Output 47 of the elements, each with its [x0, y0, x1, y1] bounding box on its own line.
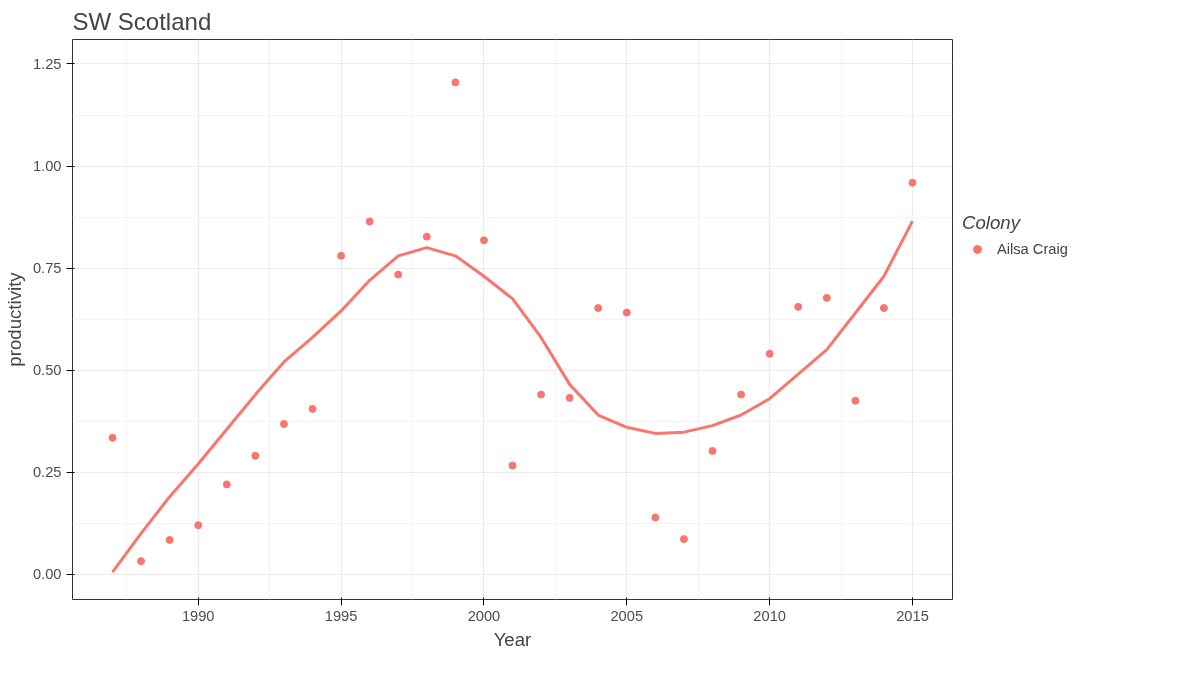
point — [794, 302, 803, 311]
point — [565, 393, 574, 402]
point — [537, 390, 546, 399]
point — [194, 521, 203, 530]
chart-title: SW Scotland — [72, 7, 212, 35]
point — [222, 480, 231, 489]
y-tick-label: 0.25 — [32, 464, 62, 481]
y-tick-label: 0.75 — [32, 260, 62, 277]
point — [451, 78, 460, 87]
legend-label: Ailsa Craig — [997, 241, 1068, 257]
point — [879, 304, 888, 313]
point — [108, 433, 117, 442]
line-series — [111, 219, 914, 574]
point — [508, 461, 517, 470]
point — [337, 251, 346, 260]
point — [479, 236, 488, 245]
x-axis-title: Year — [493, 628, 532, 650]
point — [422, 232, 431, 241]
x-tick-label: 2010 — [753, 607, 786, 624]
point — [394, 270, 403, 279]
x-tick-label: 2000 — [467, 607, 501, 624]
point — [651, 513, 660, 522]
x-tick-label: 2015 — [896, 607, 929, 624]
point — [251, 451, 260, 460]
point — [851, 396, 860, 405]
point — [737, 390, 746, 399]
point — [365, 217, 374, 226]
point — [279, 420, 288, 428]
point — [137, 557, 146, 566]
point — [822, 293, 831, 302]
y-tick-label: 1.00 — [32, 158, 62, 175]
y-tick-label: 0.00 — [32, 566, 62, 583]
y-tick-label: 0.50 — [32, 362, 62, 379]
x-tick-label: 1995 — [324, 607, 358, 624]
y-axis-title: productivity — [3, 271, 25, 367]
legend-title: Colony — [962, 212, 1022, 234]
x-tick-label: 2005 — [610, 607, 644, 624]
y-tick-label: 1.25 — [32, 55, 62, 72]
x-tick-label: 1990 — [181, 607, 215, 624]
point — [708, 446, 717, 455]
point — [622, 308, 631, 317]
point — [594, 304, 603, 313]
point — [308, 404, 317, 413]
point — [165, 535, 174, 544]
point — [679, 535, 688, 544]
point — [908, 178, 917, 187]
point — [765, 349, 774, 358]
